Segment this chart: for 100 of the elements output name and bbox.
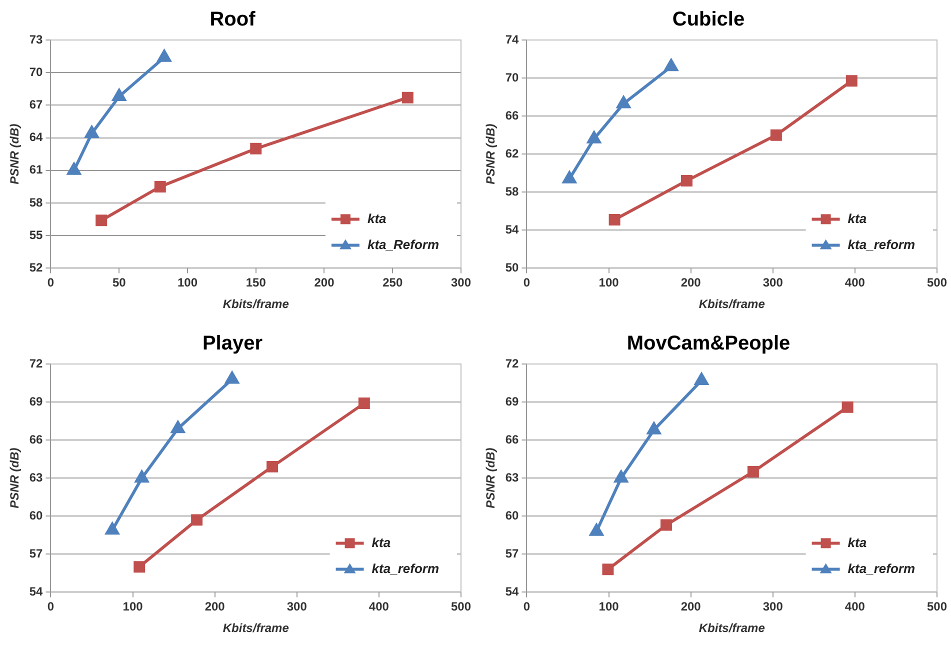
x-tick-label: 50 bbox=[112, 276, 126, 290]
y-axis-title: PSNR (dB) bbox=[8, 124, 22, 184]
chart-title: Roof bbox=[210, 8, 256, 31]
point bbox=[85, 126, 98, 138]
point bbox=[158, 50, 171, 62]
x-tick-label: 300 bbox=[450, 276, 472, 290]
y-tick-label: 70 bbox=[505, 70, 520, 84]
x-tick-label: 0 bbox=[47, 600, 54, 614]
y-tick-label: 54 bbox=[29, 584, 44, 599]
point bbox=[842, 401, 854, 413]
x-tick-label: 500 bbox=[926, 600, 948, 614]
x-tick-label: 200 bbox=[314, 276, 335, 290]
x-axis-title: Kbits/frame bbox=[698, 621, 766, 636]
legend-label: kta bbox=[848, 534, 867, 550]
x-tick-label: 100 bbox=[598, 276, 620, 290]
x-tick-label: 200 bbox=[680, 600, 702, 614]
y-axis-title: PSNR (dB) bbox=[484, 124, 498, 184]
x-tick-label: 200 bbox=[680, 276, 702, 290]
legend-label: kta bbox=[848, 210, 867, 226]
legend-label: kta_reform bbox=[848, 560, 916, 576]
point bbox=[225, 372, 239, 384]
y-tick-label: 50 bbox=[505, 260, 520, 275]
y-tick-label: 64 bbox=[29, 130, 44, 144]
x-tick-label: 200 bbox=[204, 600, 226, 614]
y-tick-label: 61 bbox=[29, 162, 44, 177]
chart-title: Cubicle bbox=[672, 8, 745, 31]
x-tick-label: 100 bbox=[598, 600, 620, 614]
point bbox=[664, 59, 678, 72]
point bbox=[266, 460, 278, 472]
y-axis-title: PSNR (dB) bbox=[484, 448, 498, 508]
y-tick-label: 52 bbox=[29, 260, 44, 275]
point bbox=[106, 522, 119, 535]
legend-label: kta bbox=[367, 210, 386, 226]
y-tick-label: 55 bbox=[29, 228, 44, 242]
point bbox=[681, 174, 692, 186]
x-tick-label: 300 bbox=[286, 600, 308, 614]
point bbox=[608, 214, 620, 226]
point bbox=[602, 564, 614, 576]
y-tick-label: 63 bbox=[505, 470, 520, 484]
y-tick-label: 73 bbox=[29, 32, 44, 46]
x-tick-label: 300 bbox=[762, 600, 784, 614]
y-tick-label: 70 bbox=[29, 64, 44, 79]
y-tick-label: 58 bbox=[505, 184, 520, 198]
legend-label: kta_reform bbox=[848, 236, 916, 252]
y-tick-label: 54 bbox=[505, 584, 520, 599]
x-axis-title: Kbits/frame bbox=[222, 297, 290, 312]
y-tick-label: 60 bbox=[29, 508, 44, 522]
y-tick-label: 66 bbox=[29, 432, 44, 446]
point bbox=[402, 92, 414, 104]
point bbox=[358, 398, 370, 410]
x-tick-label: 100 bbox=[177, 276, 198, 290]
legend-label: kta_reform bbox=[372, 560, 440, 576]
y-axis-title: PSNR (dB) bbox=[8, 448, 22, 508]
legend-label: kta_Reform bbox=[367, 236, 440, 252]
point bbox=[135, 470, 149, 483]
point bbox=[67, 162, 81, 175]
point bbox=[660, 519, 672, 531]
x-tick-label: 150 bbox=[246, 276, 266, 290]
point bbox=[616, 96, 630, 108]
x-tick-label: 0 bbox=[523, 276, 530, 290]
x-tick-label: 0 bbox=[47, 276, 54, 290]
y-tick-label: 63 bbox=[29, 470, 44, 484]
point bbox=[590, 524, 604, 536]
x-tick-label: 300 bbox=[762, 276, 784, 290]
y-tick-label: 60 bbox=[505, 508, 520, 522]
point bbox=[191, 514, 203, 526]
y-tick-label: 72 bbox=[505, 356, 520, 370]
y-tick-label: 57 bbox=[29, 546, 44, 560]
chart-title: Player bbox=[202, 332, 263, 355]
point bbox=[134, 561, 146, 573]
y-tick-label: 57 bbox=[505, 546, 520, 560]
x-tick-label: 500 bbox=[450, 600, 472, 614]
point bbox=[846, 75, 858, 87]
point bbox=[747, 466, 759, 478]
point bbox=[250, 142, 262, 154]
y-tick-label: 74 bbox=[505, 32, 520, 46]
y-tick-label: 66 bbox=[505, 432, 520, 446]
point bbox=[770, 129, 782, 141]
point bbox=[154, 180, 166, 192]
point bbox=[562, 171, 576, 184]
point bbox=[171, 421, 185, 434]
x-axis-title: Kbits/frame bbox=[698, 297, 766, 312]
y-tick-label: 66 bbox=[505, 108, 520, 122]
x-tick-label: 250 bbox=[382, 276, 403, 290]
point bbox=[614, 470, 628, 483]
x-tick-label: 400 bbox=[844, 600, 866, 614]
x-tick-label: 100 bbox=[122, 600, 144, 614]
y-tick-label: 62 bbox=[505, 146, 520, 160]
point bbox=[647, 422, 661, 434]
y-tick-label: 69 bbox=[29, 394, 44, 408]
chart-title: MovCam&People bbox=[626, 332, 790, 355]
x-tick-label: 400 bbox=[844, 276, 866, 290]
y-tick-label: 58 bbox=[29, 195, 44, 210]
point bbox=[694, 372, 708, 385]
point bbox=[587, 131, 601, 144]
legend-label: kta bbox=[372, 534, 391, 550]
point bbox=[112, 89, 126, 102]
x-tick-label: 400 bbox=[368, 600, 390, 614]
y-tick-label: 67 bbox=[29, 98, 44, 112]
x-tick-label: 0 bbox=[523, 600, 530, 614]
